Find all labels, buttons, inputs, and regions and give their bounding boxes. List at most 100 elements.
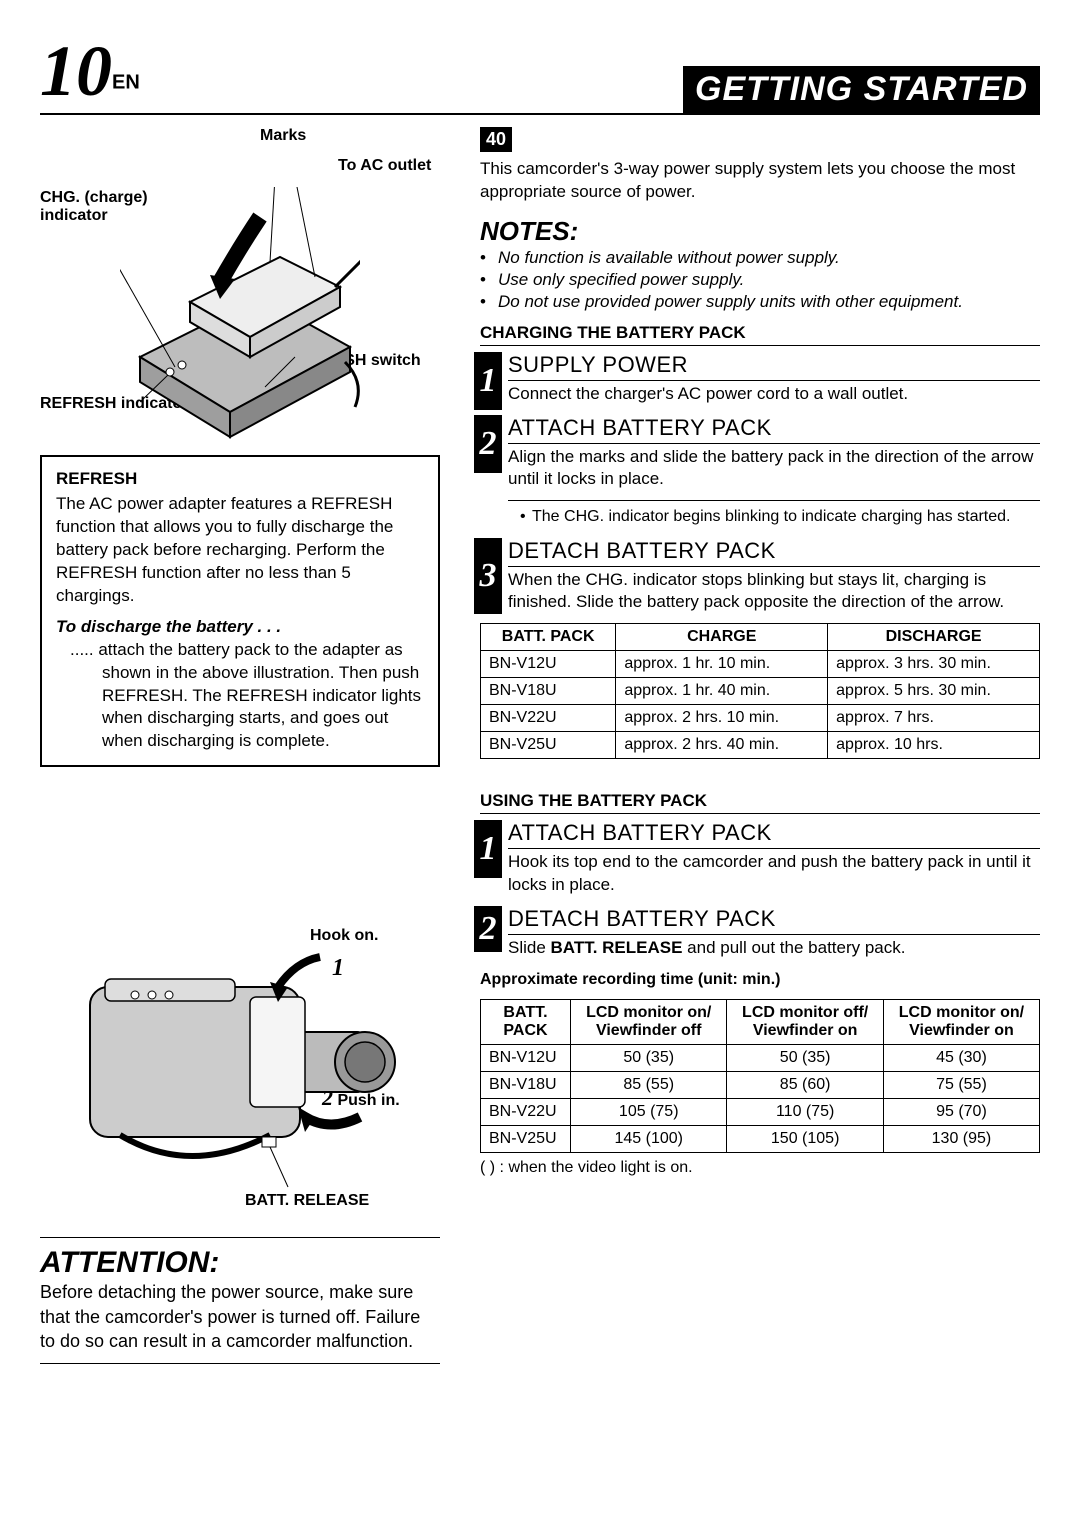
- refresh-body: The AC power adapter features a REFRESH …: [56, 493, 424, 608]
- attention-box: ATTENTION: Before detaching the power so…: [40, 1237, 440, 1364]
- intro-paragraph: This camcorder's 3-way power supply syst…: [480, 158, 1040, 204]
- page-number: 10: [40, 31, 112, 111]
- refresh-title: REFRESH: [56, 469, 424, 489]
- page-number-suffix: EN: [112, 72, 140, 94]
- table-cell: 45 (30): [883, 1044, 1039, 1071]
- step-use-attach: 1 ATTACH BATTERY PACK Hook its top end t…: [480, 820, 1040, 895]
- step-title: DETACH BATTERY PACK: [508, 906, 1040, 935]
- attention-title: ATTENTION:: [40, 1246, 440, 1280]
- step-sub-text: The CHG. indicator begins blinking to in…: [520, 507, 1040, 528]
- table-cell: BN-V12U: [481, 651, 616, 678]
- table-cell: BN-V22U: [481, 1098, 571, 1125]
- step-detach-battery: 3 DETACH BATTERY PACK When the CHG. indi…: [480, 538, 1040, 613]
- charger-svg: [120, 187, 360, 447]
- notes-heading: NOTES:: [480, 216, 1040, 247]
- step-title: DETACH BATTERY PACK: [508, 538, 1040, 567]
- camcorder-svg: 1: [40, 937, 440, 1197]
- table-cell: 150 (105): [727, 1125, 883, 1152]
- step-attach-battery: 2 ATTACH BATTERY PACK Align the marks an…: [480, 415, 1040, 528]
- table-cell: approx. 2 hrs. 40 min.: [616, 732, 828, 759]
- step-body: Align the marks and slide the battery pa…: [508, 446, 1040, 490]
- table-cell: BN-V25U: [481, 1125, 571, 1152]
- step-number: 3: [474, 538, 502, 614]
- table-row: BN-V18Uapprox. 1 hr. 40 min.approx. 5 hr…: [481, 678, 1040, 705]
- table-cell: 50 (35): [727, 1044, 883, 1071]
- step-body-prefix: Slide: [508, 938, 551, 957]
- step-body: When the CHG. indicator stops blinking b…: [508, 569, 1040, 613]
- table-row: BN-V22Uapprox. 2 hrs. 10 min.approx. 7 h…: [481, 705, 1040, 732]
- th: BATT. PACK: [481, 624, 616, 651]
- table-cell: BN-V18U: [481, 1071, 571, 1098]
- refresh-subhead: To discharge the battery . . .: [56, 616, 424, 639]
- table-cell: approx. 7 hrs.: [828, 705, 1040, 732]
- section-title: GETTING STARTED: [683, 66, 1040, 113]
- step-title: ATTACH BATTERY PACK: [508, 820, 1040, 849]
- note-item: Do not use provided power supply units w…: [480, 291, 1040, 313]
- table2-caption: Approximate recording time (unit: min.): [480, 971, 1040, 989]
- note-item: No function is available without power s…: [480, 247, 1040, 269]
- camcorder-diagram: Hook on. 2 Push in. BATT. RELEASE: [40, 937, 440, 1217]
- refresh-detail: ..... attach the battery pack to the ada…: [56, 639, 424, 754]
- table-cell: 95 (70): [883, 1098, 1039, 1125]
- table-row: BN-V22U105 (75)110 (75)95 (70): [481, 1098, 1040, 1125]
- step-sub: The CHG. indicator begins blinking to in…: [508, 500, 1040, 528]
- step-number: 2: [474, 906, 502, 952]
- step-body-bold: BATT. RELEASE: [551, 938, 683, 957]
- table2-footer-note: ( ) : when the video light is on.: [480, 1159, 1040, 1177]
- note-item: Use only specified power supply.: [480, 269, 1040, 291]
- step-body: Hook its top end to the camcorder and pu…: [508, 851, 1040, 895]
- th: DISCHARGE: [828, 624, 1040, 651]
- forty-badge: 40: [480, 127, 512, 152]
- table-cell: 105 (75): [571, 1098, 727, 1125]
- step-body-suffix: and pull out the battery pack.: [682, 938, 905, 957]
- table-row: BN-V25U145 (100)150 (105)130 (95): [481, 1125, 1040, 1152]
- table-cell: approx. 1 hr. 10 min.: [616, 651, 828, 678]
- label-ac-outlet: To AC outlet: [338, 157, 431, 175]
- table-header-row: BATT. PACK LCD monitor on/ Viewfinder of…: [481, 999, 1040, 1044]
- table-cell: 85 (60): [727, 1071, 883, 1098]
- table-cell: approx. 10 hrs.: [828, 732, 1040, 759]
- table-cell: 85 (55): [571, 1071, 727, 1098]
- charging-heading: CHARGING THE BATTERY PACK: [480, 323, 1040, 346]
- table-cell: 75 (55): [883, 1071, 1039, 1098]
- page-header: 10EN GETTING STARTED: [40, 30, 1040, 115]
- step-supply-power: 1 SUPPLY POWER Connect the charger's AC …: [480, 352, 1040, 405]
- step-use-detach: 2 DETACH BATTERY PACK Slide BATT. RELEAS…: [480, 906, 1040, 959]
- table-cell: BN-V12U: [481, 1044, 571, 1071]
- table-row: BN-V18U85 (55)85 (60)75 (55): [481, 1071, 1040, 1098]
- table-row: BN-V12U50 (35)50 (35)45 (30): [481, 1044, 1040, 1071]
- table-cell: 110 (75): [727, 1098, 883, 1125]
- refresh-box: REFRESH The AC power adapter features a …: [40, 455, 440, 767]
- table-cell: BN-V25U: [481, 732, 616, 759]
- svg-text:1: 1: [332, 955, 344, 981]
- charger-diagram: Marks To AC outlet CHG. (charge) indicat…: [40, 127, 440, 437]
- table-cell: BN-V22U: [481, 705, 616, 732]
- left-column: Marks To AC outlet CHG. (charge) indicat…: [40, 127, 440, 1372]
- using-heading: USING THE BATTERY PACK: [480, 791, 1040, 814]
- step-number: 1: [474, 820, 502, 878]
- label-marks: Marks: [260, 127, 306, 145]
- table-cell: approx. 5 hrs. 30 min.: [828, 678, 1040, 705]
- attention-body: Before detaching the power source, make …: [40, 1280, 440, 1353]
- notes-list: No function is available without power s…: [480, 247, 1040, 313]
- recording-time-table: BATT. PACK LCD monitor on/ Viewfinder of…: [480, 999, 1040, 1153]
- th: CHARGE: [616, 624, 828, 651]
- th: LCD monitor off/ Viewfinder on: [727, 999, 883, 1044]
- th: LCD monitor on/ Viewfinder off: [571, 999, 727, 1044]
- table-cell: 130 (95): [883, 1125, 1039, 1152]
- table-cell: approx. 1 hr. 40 min.: [616, 678, 828, 705]
- table-header-row: BATT. PACK CHARGE DISCHARGE: [481, 624, 1040, 651]
- step-title: ATTACH BATTERY PACK: [508, 415, 1040, 444]
- table-cell: 145 (100): [571, 1125, 727, 1152]
- step-body: Slide BATT. RELEASE and pull out the bat…: [508, 937, 1040, 959]
- table-cell: approx. 3 hrs. 30 min.: [828, 651, 1040, 678]
- table-row: BN-V12Uapprox. 1 hr. 10 min.approx. 3 hr…: [481, 651, 1040, 678]
- step-title: SUPPLY POWER: [508, 352, 1040, 381]
- step-number: 2: [474, 415, 502, 473]
- table-cell: 50 (35): [571, 1044, 727, 1071]
- page-number-wrap: 10EN: [40, 30, 140, 113]
- table-row: BN-V25Uapprox. 2 hrs. 40 min.approx. 10 …: [481, 732, 1040, 759]
- step-number: 1: [474, 352, 502, 410]
- table-cell: approx. 2 hrs. 10 min.: [616, 705, 828, 732]
- right-column: 40 This camcorder's 3-way power supply s…: [480, 127, 1040, 1372]
